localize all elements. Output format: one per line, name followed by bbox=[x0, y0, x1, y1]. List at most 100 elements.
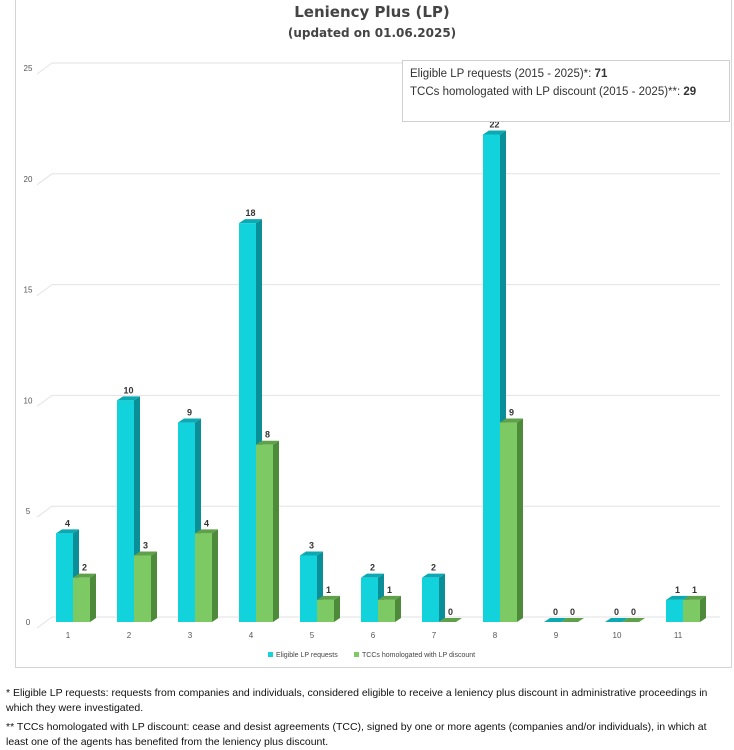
bar-tccs: 1 bbox=[317, 585, 340, 622]
total-tccs-label: TCCs homologated with LP discount (2015 … bbox=[410, 86, 684, 98]
bar-side bbox=[334, 595, 340, 622]
bar-top bbox=[56, 529, 79, 534]
gridline-perspective bbox=[36, 505, 53, 518]
y-tick-label: 5 bbox=[26, 507, 31, 516]
y-tick-label: 15 bbox=[24, 286, 33, 295]
y-tick-label: 0 bbox=[26, 618, 31, 627]
data-label: 9 bbox=[187, 408, 192, 418]
footnote-eligible: * Eligible LP requests: requests from co… bbox=[6, 687, 708, 714]
data-label: 1 bbox=[326, 585, 331, 595]
bar-front bbox=[483, 134, 500, 623]
bar-side bbox=[517, 418, 523, 622]
bar-side bbox=[439, 573, 445, 622]
bar-front bbox=[178, 422, 195, 622]
x-tick-label: 11 bbox=[674, 631, 683, 640]
x-tick-label: 9 bbox=[554, 631, 559, 640]
data-label: 8 bbox=[265, 430, 270, 440]
legend-label: TCCs homologated with LP discount bbox=[362, 652, 475, 659]
bar-chart: Leniency Plus (LP) (updated on 01.06.202… bbox=[24, 3, 720, 659]
x-tick-label: 7 bbox=[432, 631, 437, 640]
bar-tccs: 0 bbox=[439, 607, 462, 622]
bar-eligible: 2 bbox=[422, 563, 445, 622]
x-tick-label: 5 bbox=[310, 631, 315, 640]
bar-front bbox=[300, 555, 317, 622]
y-tick-label: 10 bbox=[24, 396, 33, 405]
legend-label: Eligible LP requests bbox=[276, 652, 338, 659]
bar-top bbox=[378, 595, 401, 600]
bar-side bbox=[212, 529, 218, 622]
data-label: 2 bbox=[370, 563, 375, 573]
bar-top bbox=[317, 595, 340, 600]
legend-swatch bbox=[268, 652, 273, 657]
bar-top bbox=[483, 130, 506, 135]
total-tccs-value: 29 bbox=[683, 86, 697, 98]
data-label: 0 bbox=[570, 607, 575, 617]
x-tick-label: 1 bbox=[66, 631, 71, 640]
data-label: 4 bbox=[65, 518, 70, 528]
data-label: 0 bbox=[553, 607, 558, 617]
bar-top bbox=[256, 440, 279, 445]
y-tick-label: 25 bbox=[24, 64, 33, 73]
bar-eligible: 0 bbox=[544, 607, 567, 622]
legend-swatch bbox=[354, 652, 359, 657]
x-tick-label: 4 bbox=[249, 631, 254, 640]
bar-top bbox=[134, 551, 157, 556]
bar-top bbox=[422, 573, 445, 578]
bar-tccs: 8 bbox=[256, 430, 279, 622]
gridline-perspective bbox=[36, 62, 53, 75]
bar-top bbox=[622, 618, 645, 622]
y-tick-label: 20 bbox=[24, 175, 33, 184]
bar-front bbox=[683, 599, 700, 622]
bar-tccs: 4 bbox=[195, 518, 218, 622]
bar-side bbox=[395, 595, 401, 622]
data-label: 2 bbox=[82, 563, 87, 573]
gridline-perspective bbox=[36, 173, 53, 186]
bar-top bbox=[300, 551, 323, 556]
bar-front bbox=[666, 599, 683, 622]
data-label: 1 bbox=[692, 585, 697, 595]
x-tick-label: 6 bbox=[371, 631, 376, 640]
bar-tccs: 3 bbox=[134, 541, 157, 622]
total-eligible-value: 71 bbox=[594, 68, 608, 80]
chart-frame bbox=[15, 0, 732, 668]
bar-side bbox=[273, 440, 279, 622]
bar-front bbox=[500, 422, 517, 622]
bar-front bbox=[73, 577, 90, 622]
total-eligible-label: Eligible LP requests (2015 - 2025)*: bbox=[410, 68, 595, 80]
data-label: 0 bbox=[631, 607, 636, 617]
data-label: 22 bbox=[489, 119, 499, 129]
bar-front bbox=[56, 533, 73, 622]
bar-front bbox=[117, 400, 134, 622]
bar-top bbox=[439, 618, 462, 622]
data-label: 3 bbox=[309, 541, 314, 551]
data-label: 1 bbox=[387, 585, 392, 595]
data-label: 18 bbox=[245, 208, 255, 218]
footnote-tccs: ** TCCs homologated with LP discount: ce… bbox=[6, 721, 707, 748]
bar-front bbox=[195, 533, 212, 622]
bar-top bbox=[683, 595, 706, 600]
bar-front bbox=[422, 577, 439, 622]
bar-top bbox=[544, 618, 567, 622]
bar-top bbox=[500, 418, 523, 423]
bar-front bbox=[239, 223, 256, 622]
gridline-perspective bbox=[36, 284, 53, 297]
bar-front bbox=[256, 444, 273, 622]
bar-eligible: 0 bbox=[605, 607, 628, 622]
bar-side bbox=[151, 551, 157, 622]
chart-title: Leniency Plus (LP) bbox=[294, 3, 450, 21]
bar-top bbox=[361, 573, 384, 578]
bar-top bbox=[195, 529, 218, 534]
bar-tccs: 9 bbox=[500, 408, 523, 622]
data-label: 1 bbox=[675, 585, 680, 595]
x-tick-label: 3 bbox=[188, 631, 193, 640]
bar-top bbox=[561, 618, 584, 622]
bar-top bbox=[605, 618, 628, 622]
bar-front bbox=[134, 555, 151, 622]
bar-tccs: 0 bbox=[561, 607, 584, 622]
data-label: 9 bbox=[509, 408, 514, 418]
total-tccs: TCCs homologated with LP discount (2015 … bbox=[410, 83, 722, 101]
chart-subtitle: (updated on 01.06.2025) bbox=[288, 26, 456, 40]
bar-tccs: 2 bbox=[73, 563, 96, 622]
total-eligible: Eligible LP requests (2015 - 2025)*: 71 bbox=[410, 65, 722, 83]
bar-side bbox=[700, 595, 706, 622]
